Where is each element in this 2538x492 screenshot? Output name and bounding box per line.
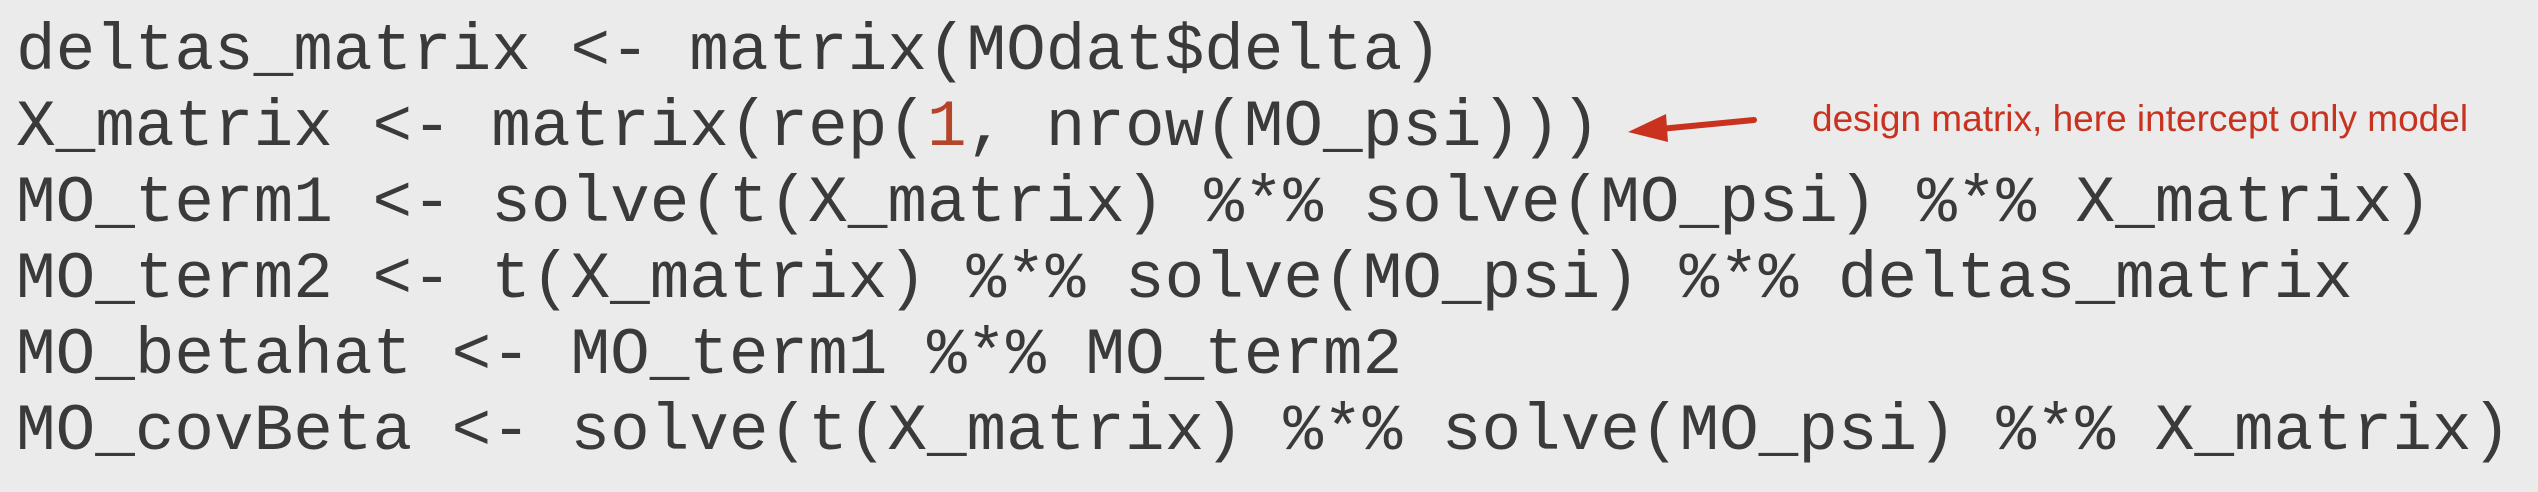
code-line-3: MO_term1 <- solve(t(X_matrix) %*% solve(… [16, 166, 2432, 241]
code-block: deltas_matrix <- matrix(MOdat$delta) X_m… [16, 14, 2526, 484]
code-line-1: deltas_matrix <- matrix(MOdat$delta) [16, 14, 1442, 89]
annotation-label: design matrix, here intercept only model [1812, 98, 2469, 139]
arrow-left-icon [1628, 114, 1757, 142]
numeric-literal: 1 [926, 90, 967, 165]
code-line-2: X_matrix <- matrix(rep(1, nrow(MO_psi))) [16, 90, 1600, 166]
code-line-6: MO_covBeta <- solve(t(X_matrix) %*% solv… [16, 394, 2512, 469]
code-line-2-after: , nrow(MO_psi))) [966, 90, 1601, 165]
code-line-4: MO_term2 <- t(X_matrix) %*% solve(MO_psi… [16, 242, 2353, 317]
code-line-5: MO_betahat <- MO_term1 %*% MO_term2 [16, 318, 1403, 393]
code-line-2-before: X_matrix <- matrix(rep( [16, 90, 927, 165]
